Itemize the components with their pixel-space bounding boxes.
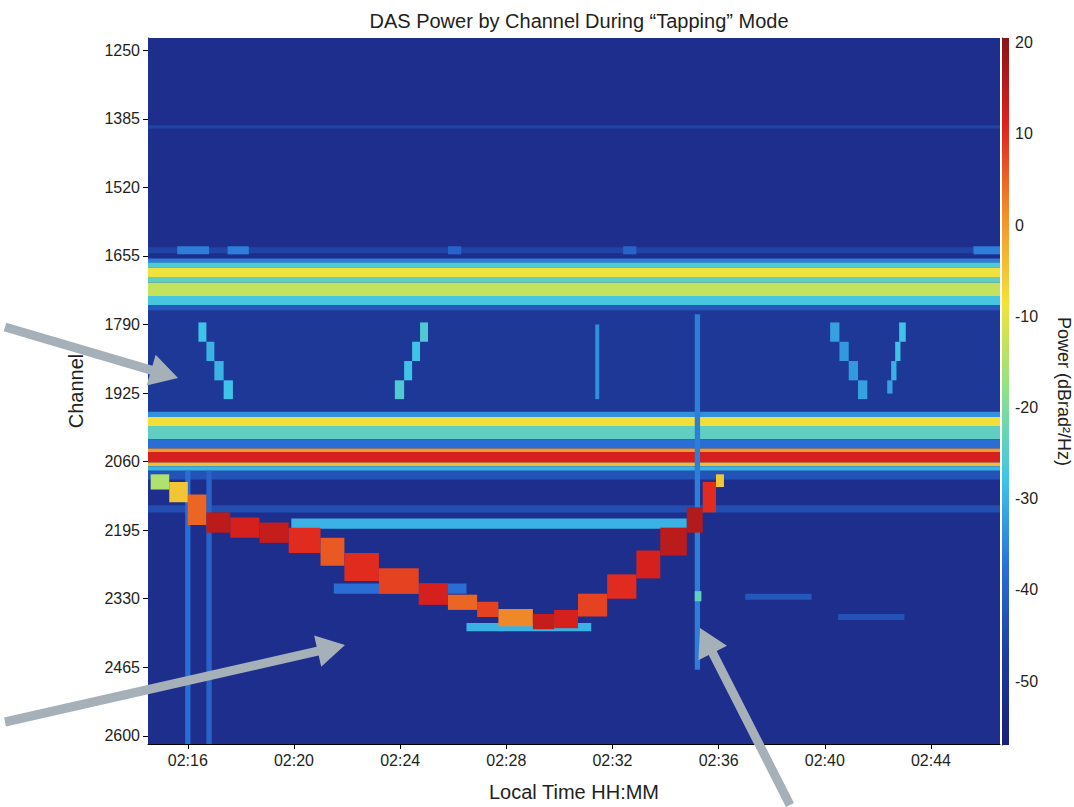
svg-text:-30: -30 <box>1015 490 1038 507</box>
svg-text:1790: 1790 <box>104 316 140 333</box>
svg-text:0: 0 <box>1015 217 1024 234</box>
svg-text:20: 20 <box>1015 34 1033 51</box>
svg-text:Channel: Channel <box>65 354 87 429</box>
svg-text:2060: 2060 <box>104 453 140 470</box>
svg-text:02:20: 02:20 <box>274 752 314 769</box>
svg-text:10: 10 <box>1015 125 1033 142</box>
svg-text:Power (dBrad²/Hz): Power (dBrad²/Hz) <box>1054 317 1074 466</box>
svg-text:02:36: 02:36 <box>699 752 739 769</box>
svg-text:2465: 2465 <box>104 659 140 676</box>
svg-text:2330: 2330 <box>104 590 140 607</box>
svg-text:2600: 2600 <box>104 727 140 744</box>
svg-text:-20: -20 <box>1015 399 1038 416</box>
svg-text:1520: 1520 <box>104 179 140 196</box>
svg-text:1925: 1925 <box>104 385 140 402</box>
svg-text:Local Time HH:MM: Local Time HH:MM <box>489 781 659 803</box>
svg-text:02:24: 02:24 <box>380 752 420 769</box>
svg-text:1250: 1250 <box>104 42 140 59</box>
svg-text:02:28: 02:28 <box>486 752 526 769</box>
svg-text:02:44: 02:44 <box>911 752 951 769</box>
svg-text:-50: -50 <box>1015 673 1038 690</box>
svg-text:1655: 1655 <box>104 247 140 264</box>
svg-text:02:40: 02:40 <box>805 752 845 769</box>
svg-text:1385: 1385 <box>104 110 140 127</box>
svg-text:02:16: 02:16 <box>168 752 208 769</box>
svg-text:-40: -40 <box>1015 581 1038 598</box>
svg-text:2195: 2195 <box>104 522 140 539</box>
svg-text:-10: -10 <box>1015 308 1038 325</box>
svg-text:02:32: 02:32 <box>592 752 632 769</box>
svg-text:DAS Power by Channel During “T: DAS Power by Channel During “Tapping” Mo… <box>369 10 788 32</box>
